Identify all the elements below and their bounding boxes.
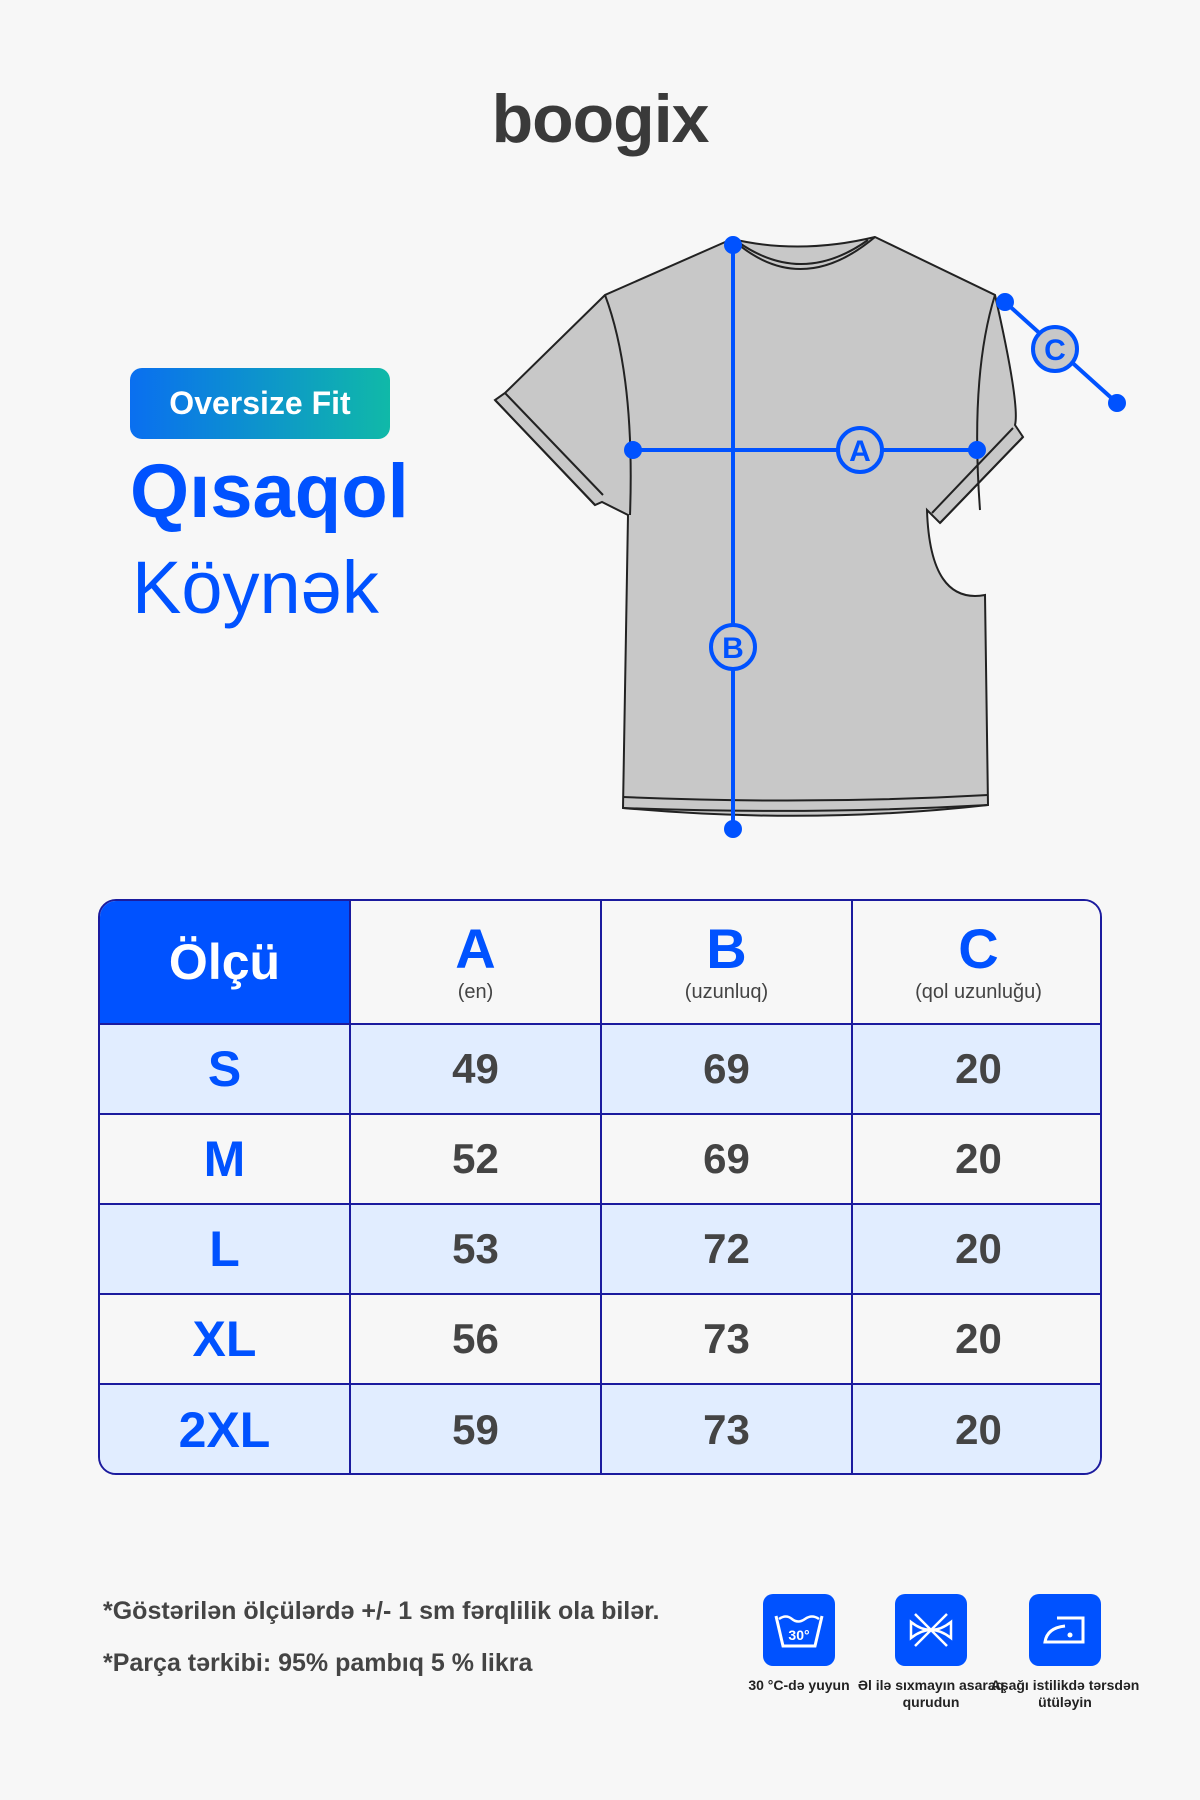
label-b: B — [722, 632, 744, 665]
measurement-cell: 20 — [853, 1385, 1100, 1473]
size-cell: L — [100, 1205, 351, 1295]
label-c: C — [1044, 334, 1066, 367]
header-letter: B — [706, 916, 747, 980]
header-a: A (en) — [351, 901, 602, 1025]
tshirt-diagram: A B C — [493, 235, 1126, 838]
product-title: Qısaqol — [130, 449, 409, 534]
wash-30-icon: 30° — [763, 1594, 835, 1666]
measurement-cell: 20 — [853, 1025, 1100, 1115]
care-label-dry: Əl ilə sıxmayın asaraq qurudun — [857, 1677, 1005, 1710]
header-letter: A — [455, 916, 496, 980]
no-wring-icon — [895, 1594, 967, 1666]
note-fabric: *Parça tərkibi: 95% pambıq 5 % likra — [103, 1649, 533, 1677]
fit-badge: Oversize Fit — [130, 368, 390, 439]
measurement-cell: 69 — [602, 1025, 853, 1115]
size-cell: M — [100, 1115, 351, 1205]
header-b: B (uzunluq) — [602, 901, 853, 1025]
iron-low-icon — [1029, 1594, 1101, 1666]
measurement-cell: 20 — [853, 1205, 1100, 1295]
size-cell: XL — [100, 1295, 351, 1385]
measurement-cell: 20 — [853, 1295, 1100, 1385]
header-size: Ölçü — [100, 901, 351, 1025]
care-label-wash: 30 °C-də yuyun — [748, 1677, 850, 1693]
measurement-cell: 69 — [602, 1115, 853, 1205]
measurement-cell: 52 — [351, 1115, 602, 1205]
brand-logo: boogix — [491, 81, 710, 157]
measurement-cell: 73 — [602, 1295, 853, 1385]
header-desc: (uzunluq) — [684, 980, 769, 1003]
wash-temp: 30° — [788, 1627, 809, 1643]
measurement-cell: 56 — [351, 1295, 602, 1385]
measurement-cell: 20 — [853, 1115, 1100, 1205]
header-c: C (qol uzunluğu) — [853, 901, 1100, 1025]
header-letter: C — [958, 916, 999, 980]
care-label-iron: Aşağı istilikdə tərsdən ütüləyin — [990, 1677, 1140, 1710]
measurement-cell: 72 — [602, 1205, 853, 1295]
size-cell: S — [100, 1025, 351, 1115]
size-cell: 2XL — [100, 1385, 351, 1473]
note-tolerance: *Göstərilən ölçülərdə +/- 1 sm fərqlilik… — [103, 1597, 660, 1625]
header-desc: (qol uzunluğu) — [915, 980, 1042, 1003]
measurement-cell: 53 — [351, 1205, 602, 1295]
measurement-cell: 73 — [602, 1385, 853, 1473]
label-a: A — [849, 435, 871, 468]
measurement-cell: 49 — [351, 1025, 602, 1115]
measurement-cell: 59 — [351, 1385, 602, 1473]
header-desc: (en) — [457, 980, 494, 1003]
product-subtitle: Köynək — [132, 546, 379, 629]
